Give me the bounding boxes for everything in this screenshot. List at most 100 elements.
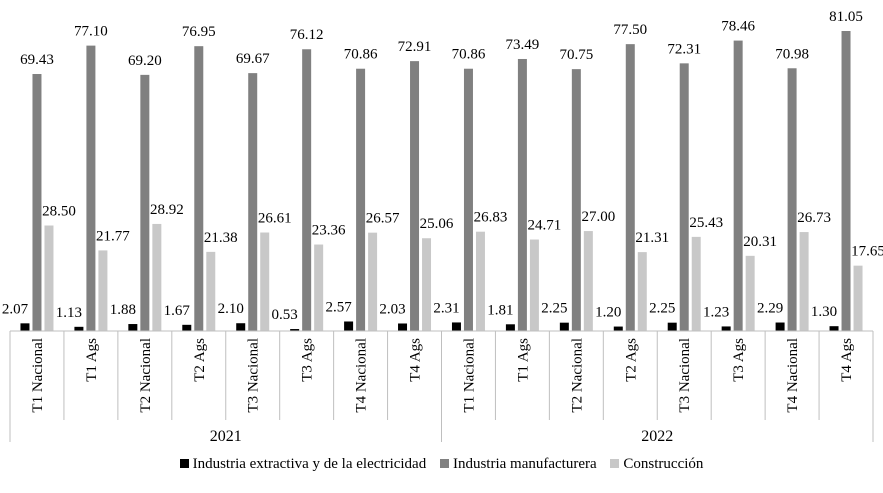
bar-s0-c10 — [559, 322, 569, 331]
legend-swatch-construccion — [610, 459, 620, 468]
x-tick-label-2: T2 Nacional — [138, 338, 154, 413]
bar-s2-c14 — [799, 232, 809, 331]
data-label-s0-c0: 2.07 — [2, 301, 29, 317]
x-tick-label-1: T1 Ags — [84, 338, 100, 382]
bar-s1-c7 — [410, 61, 420, 332]
group-label-2022: 2022 — [641, 428, 673, 445]
legend-item-extractiva: Industria extractiva y de la electricida… — [179, 456, 427, 473]
x-tick-label-10: T2 Nacional — [569, 338, 585, 413]
x-tick-label-4: T3 Nacional — [246, 338, 262, 413]
data-label-s0-c15: 1.30 — [811, 304, 837, 320]
data-label-s0-c11: 1.20 — [595, 305, 621, 321]
x-tick-label-5: T3 Ags — [300, 338, 316, 382]
data-label-s2-c8: 26.83 — [474, 210, 508, 226]
bar-s1-c8 — [463, 68, 473, 331]
data-label-s2-c10: 27.00 — [581, 209, 615, 225]
bar-s1-c10 — [571, 69, 581, 332]
bar-s2-c7 — [422, 238, 432, 331]
x-tick-label-3: T2 Ags — [192, 338, 208, 382]
data-label-s1-c13: 78.46 — [721, 19, 755, 35]
data-label-s2-c13: 20.31 — [743, 234, 777, 250]
bar-s0-c13 — [721, 326, 731, 331]
x-tick-label-13: T3 Ags — [731, 338, 747, 382]
legend-label-extractiva: Industria extractiva y de la electricida… — [192, 456, 427, 472]
bar-s1-c11 — [625, 44, 635, 331]
data-label-s0-c1: 1.13 — [56, 305, 82, 321]
data-label-s1-c7: 72.91 — [398, 39, 432, 55]
data-label-s1-c5: 76.12 — [290, 27, 324, 43]
bar-s1-c5 — [302, 49, 312, 332]
data-label-s2-c1: 21.77 — [96, 228, 130, 244]
bar-s1-c15 — [841, 31, 851, 331]
data-label-s1-c8: 70.86 — [452, 47, 486, 63]
bar-s0-c12 — [667, 322, 677, 331]
data-label-s2-c0: 28.50 — [42, 204, 76, 220]
legend-label-manufacturera: Industria manufacturera — [452, 456, 597, 472]
legend-swatch-extractiva — [179, 459, 189, 468]
bar-s2-c0 — [44, 225, 54, 331]
x-tick-label-12: T3 Nacional — [677, 338, 693, 413]
data-label-s0-c14: 2.29 — [757, 301, 783, 317]
legend: Industria extractiva y de la electricida… — [0, 456, 883, 473]
bar-s0-c15 — [829, 326, 839, 331]
bar-s0-c7 — [398, 323, 408, 331]
bar-s2-c13 — [745, 255, 755, 331]
data-label-s1-c14: 70.98 — [775, 46, 809, 62]
data-label-s1-c6: 70.86 — [344, 47, 378, 63]
bar-s1-c12 — [679, 63, 689, 331]
bar-s2-c3 — [206, 251, 216, 331]
bar-s2-c4 — [260, 232, 270, 331]
data-label-s0-c12: 2.25 — [649, 301, 675, 317]
bar-s0-c5 — [290, 329, 300, 331]
data-label-s2-c4: 26.61 — [258, 211, 292, 227]
bar-s1-c2 — [140, 74, 150, 331]
legend-label-construccion: Construcción — [623, 456, 704, 472]
data-label-s0-c4: 2.10 — [218, 301, 244, 317]
bar-s0-c11 — [613, 326, 623, 331]
x-tick-label-9: T1 Ags — [515, 338, 531, 382]
data-label-s2-c2: 28.92 — [150, 202, 184, 218]
legend-item-construccion: Construcción — [610, 456, 703, 473]
bar-s0-c1 — [74, 326, 84, 331]
bar-s2-c12 — [691, 236, 701, 331]
bar-s0-c0 — [20, 323, 30, 331]
data-label-s0-c6: 2.57 — [325, 299, 352, 315]
bar-s1-c14 — [787, 68, 797, 331]
data-label-s1-c10: 70.75 — [559, 47, 593, 63]
x-tick-label-14: T4 Nacional — [785, 338, 801, 413]
bar-s0-c4 — [236, 323, 246, 331]
data-label-s0-c8: 2.31 — [433, 300, 459, 316]
bar-s2-c1 — [98, 250, 108, 331]
bar-s1-c13 — [733, 40, 743, 332]
bar-s2-c6 — [368, 232, 378, 331]
data-label-s1-c1: 77.10 — [74, 24, 108, 40]
x-tick-label-0: T1 Nacional — [30, 338, 46, 413]
data-label-s1-c9: 73.49 — [506, 37, 540, 53]
bar-s2-c5 — [314, 244, 324, 331]
bar-s0-c6 — [344, 321, 354, 331]
data-label-s1-c11: 77.50 — [613, 22, 647, 38]
x-tick-label-11: T2 Ags — [623, 338, 639, 382]
data-label-s2-c5: 23.36 — [312, 223, 346, 239]
bar-s1-c9 — [517, 58, 527, 331]
data-label-s2-c11: 21.31 — [635, 230, 669, 246]
bar-s2-c10 — [583, 231, 593, 331]
data-label-s0-c2: 1.88 — [110, 302, 136, 318]
data-label-s1-c0: 69.43 — [20, 52, 54, 68]
bar-s2-c15 — [853, 265, 863, 331]
bar-s2-c9 — [529, 239, 539, 331]
group-label-2021: 2021 — [210, 428, 242, 445]
bar-s0-c8 — [451, 322, 461, 331]
bar-s1-c6 — [356, 68, 366, 331]
bar-s2-c2 — [152, 223, 162, 331]
data-label-s0-c7: 2.03 — [379, 301, 405, 317]
data-label-s0-c10: 2.25 — [541, 301, 567, 317]
data-label-s0-c5: 0.53 — [272, 307, 298, 323]
data-label-s1-c4: 69.67 — [236, 51, 270, 67]
x-tick-label-8: T1 Nacional — [461, 338, 477, 413]
data-label-s2-c7: 25.06 — [420, 216, 454, 232]
data-label-s1-c12: 72.31 — [667, 41, 701, 57]
x-tick-label-7: T4 Ags — [408, 338, 424, 382]
data-label-s2-c3: 21.38 — [204, 230, 238, 246]
